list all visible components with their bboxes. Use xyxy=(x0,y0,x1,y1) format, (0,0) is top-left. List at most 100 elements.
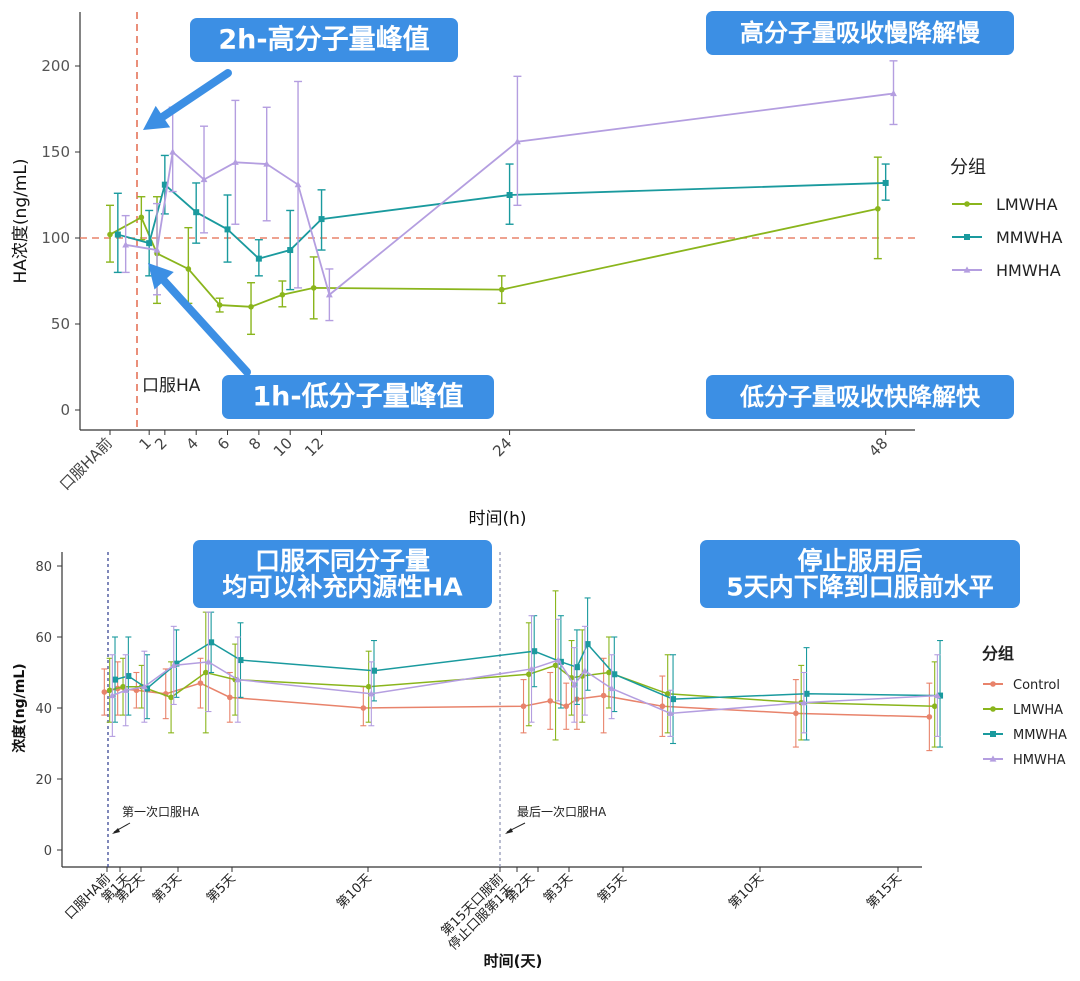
x-tick-label: 48 xyxy=(865,434,891,460)
y-axis-title: HA浓度(ng/mL) xyxy=(11,158,31,283)
data-point xyxy=(608,684,616,692)
arrow-2h-head xyxy=(143,105,171,130)
data-point xyxy=(205,658,212,665)
callout-2h-peak: 2h-高分子量峰值 xyxy=(190,18,458,62)
y-tick-label: 200 xyxy=(41,57,70,75)
data-point xyxy=(170,661,178,668)
data-point xyxy=(670,696,677,703)
x-tick-label: 第15天 xyxy=(864,871,905,912)
legend-marker xyxy=(989,755,997,762)
data-point xyxy=(365,683,372,690)
callout-supplement-text: 口服不同分子量 xyxy=(255,546,430,575)
callout-return-text: 5天内下降到口服前水平 xyxy=(726,573,993,602)
y-tick-label: 0 xyxy=(44,844,52,859)
data-point xyxy=(498,286,505,293)
data-point xyxy=(318,216,325,223)
reference-vline-label: 口服HA xyxy=(142,376,201,396)
y-tick-label: 100 xyxy=(41,229,70,247)
x-tick-label: 10 xyxy=(270,434,296,460)
data-point xyxy=(793,710,799,717)
y-axis-title: 浓度(ng/mL) xyxy=(11,663,28,752)
data-point xyxy=(882,179,889,186)
data-point xyxy=(193,209,200,216)
series-line-LMWHA xyxy=(109,664,935,707)
last-dose-arrowhead xyxy=(505,828,513,834)
data-point xyxy=(169,148,177,155)
x-tick-label: 12 xyxy=(301,434,327,460)
data-point xyxy=(112,676,119,683)
data-point xyxy=(287,247,294,254)
data-point xyxy=(933,691,941,699)
callout-2h-peak-text: 2h-高分子量峰值 xyxy=(218,24,429,56)
series-line-MMWHA xyxy=(117,182,886,260)
data-point xyxy=(666,709,674,716)
data-point xyxy=(197,680,204,686)
data-point xyxy=(114,231,121,238)
callout-slow-text: 高分子量吸收慢降解慢 xyxy=(740,19,981,47)
data-point xyxy=(208,639,215,646)
data-point xyxy=(294,181,302,188)
data-point xyxy=(234,676,242,683)
data-point xyxy=(248,304,254,310)
data-point xyxy=(231,158,239,165)
data-point xyxy=(926,714,933,720)
data-point xyxy=(600,692,607,699)
callout-supplement-bg xyxy=(193,540,492,608)
legend-marker xyxy=(964,234,970,240)
arrow-1h-shaft xyxy=(160,276,251,376)
data-point xyxy=(360,705,367,711)
legend-marker xyxy=(964,201,970,207)
data-point xyxy=(526,671,532,678)
data-point xyxy=(554,656,562,663)
arrow-2h-shaft xyxy=(158,69,232,121)
data-point xyxy=(173,660,180,667)
callout-supplement-text: 均可以补充内源性HA xyxy=(222,573,463,602)
arrow-1h-head xyxy=(148,263,174,290)
legend-marker xyxy=(990,681,996,687)
data-point xyxy=(531,648,538,655)
data-point xyxy=(520,703,527,710)
data-point xyxy=(573,664,580,671)
data-point xyxy=(101,689,108,695)
data-point xyxy=(584,641,591,648)
data-point xyxy=(563,703,570,710)
series-line-MMWHA xyxy=(114,641,941,700)
legend-marker xyxy=(990,706,996,712)
data-point xyxy=(107,231,113,238)
legend-label: LMWHA xyxy=(1013,703,1063,718)
legend-label: MMWHA xyxy=(1013,728,1067,743)
data-point xyxy=(237,657,244,664)
callout-1h-peak: 1h-低分子量峰值 xyxy=(222,375,494,419)
data-point xyxy=(579,673,586,679)
legend-title: 分组 xyxy=(950,157,986,178)
y-tick-label: 0 xyxy=(60,401,70,419)
data-point xyxy=(153,246,161,253)
data-point xyxy=(367,690,375,697)
data-point xyxy=(146,240,153,247)
series-line-Control xyxy=(104,682,930,718)
legend-label: Control xyxy=(1013,678,1060,693)
y-tick-label: 150 xyxy=(41,143,70,161)
data-point xyxy=(581,667,589,674)
first-dose-arrowhead xyxy=(112,828,120,834)
legend-marker xyxy=(963,266,971,273)
x-tick-label: 1 xyxy=(136,434,155,453)
callout-fast: 低分子量吸收快降解快 xyxy=(706,375,1014,419)
data-point xyxy=(122,686,130,693)
callout-return-bg xyxy=(700,540,1020,608)
y-tick-label: 50 xyxy=(51,315,70,333)
callout-1h-peak-text: 1h-低分子量峰值 xyxy=(252,382,463,413)
x-tick-label: 第5天 xyxy=(204,871,239,906)
data-point xyxy=(255,255,262,262)
y-tick-label: 40 xyxy=(35,702,52,717)
x-tick-label: 第10天 xyxy=(334,871,375,912)
x-tick-label: 第5天 xyxy=(595,871,630,906)
x-tick-label: 8 xyxy=(245,434,264,453)
data-point xyxy=(125,673,132,680)
data-point xyxy=(547,698,554,704)
x-tick-label: 第3天 xyxy=(150,871,185,906)
data-point xyxy=(528,665,535,672)
